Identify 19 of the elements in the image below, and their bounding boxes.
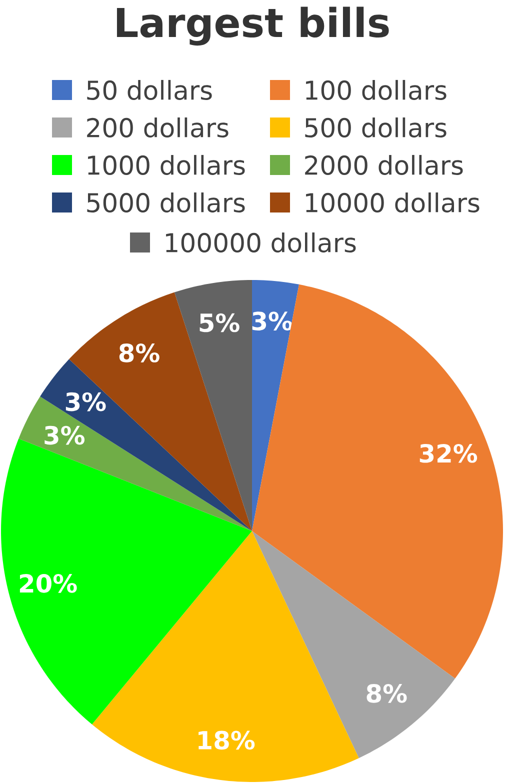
legend-label: 100 dollars xyxy=(306,80,446,100)
legend-label: 5000 dollars xyxy=(87,192,245,213)
data-label: 8% xyxy=(119,344,160,362)
legend-label: 500 dollars xyxy=(305,117,446,138)
legend-label: 1000 dollars xyxy=(88,154,245,176)
data-label: 3% xyxy=(66,392,106,412)
data-label: 20% xyxy=(20,574,77,593)
legend-label: 10000 dollars xyxy=(306,192,480,213)
data-label: 8% xyxy=(366,684,407,703)
data-label: 32% xyxy=(420,444,478,463)
legend-label: 200 dollars xyxy=(87,117,228,138)
data-label: 18% xyxy=(198,730,255,750)
data-label: 5% xyxy=(200,313,240,332)
legend-label: 100000 dollars xyxy=(166,232,356,253)
legend-label: 50 dollars xyxy=(87,80,212,100)
chart-title: Largest bills xyxy=(116,6,389,46)
data-label: 3% xyxy=(44,426,85,445)
data-label: 3% xyxy=(252,312,292,331)
legend-label: 2000 dollars xyxy=(305,154,463,176)
